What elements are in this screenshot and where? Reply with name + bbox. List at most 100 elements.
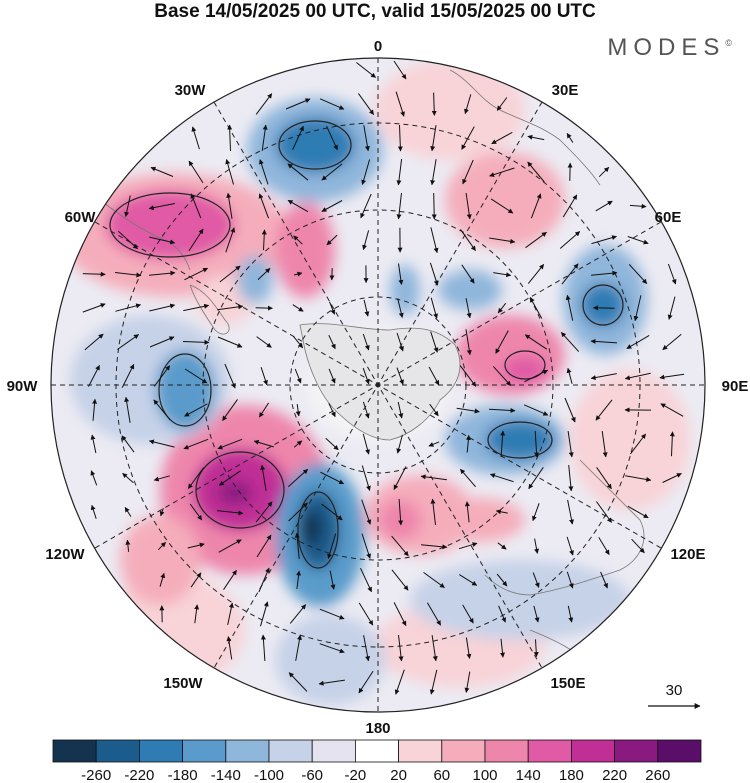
wind-arrow [360, 567, 372, 593]
wind-vectors [82, 60, 685, 695]
negative-anomaly [390, 265, 420, 315]
wind-arrow [260, 634, 266, 662]
wind-arrow [465, 298, 472, 319]
wind-arrow [590, 338, 618, 344]
negative-anomaly [410, 560, 630, 640]
wind-arrow [184, 403, 208, 417]
wind-arrow [261, 124, 268, 151]
wind-arrow [260, 464, 267, 491]
wind-arrow [226, 636, 233, 660]
wind-arrow [530, 193, 542, 219]
wind-arrow [598, 166, 610, 178]
wind-arrow [294, 368, 302, 384]
wind-arrow [421, 544, 448, 550]
wind-arrow [285, 98, 311, 110]
wind-arrow [255, 93, 273, 115]
colorbar-tick-label: 140 [516, 767, 541, 783]
wind-arrow [430, 498, 436, 525]
wind-arrow [490, 198, 514, 214]
wind-arrow [148, 439, 175, 448]
positive-anomaly-core [378, 500, 422, 540]
wind-arrow [321, 163, 343, 181]
lon-label-120e: 120E [670, 546, 705, 563]
wind-arrow [397, 124, 403, 152]
wind-arrow [396, 434, 403, 454]
colorbar-swatch [225, 739, 270, 763]
wind-arrow [430, 125, 437, 152]
wind-arrow [356, 62, 376, 78]
wind-arrow [227, 602, 234, 626]
wind-arrow [188, 228, 204, 252]
wind-arrow [397, 401, 404, 419]
wind-arrow [659, 373, 685, 380]
colorbar-tick-label: 260 [645, 767, 670, 783]
wind-arrow [287, 468, 309, 488]
colorbar-tick-label: -60 [301, 767, 323, 783]
wind-arrow [159, 507, 165, 517]
wind-arrow [292, 335, 304, 349]
wind-arrow [117, 334, 140, 350]
wind-arrow [430, 159, 437, 186]
wind-arrow [82, 303, 106, 313]
wind-arrow [529, 297, 543, 319]
wind-arrow [631, 538, 645, 554]
wind-arrow [219, 265, 241, 283]
wind-arrow [122, 472, 134, 484]
wind-arrow [598, 537, 610, 556]
wind-arrow [462, 604, 474, 624]
wind-arrow [118, 230, 138, 250]
wind-arrow [82, 271, 106, 277]
wind-arrow [191, 126, 200, 150]
wind-arrow [564, 397, 576, 423]
wind-arrow [560, 332, 580, 352]
wind-arrow [624, 372, 651, 381]
wind-arrow [361, 159, 371, 185]
wind-arrow [464, 671, 471, 693]
wind-arrow [430, 297, 439, 319]
wind-arrow [295, 404, 301, 417]
wind-arrow [493, 272, 512, 278]
wind-arrow [184, 368, 208, 384]
wind-arrow [430, 331, 439, 353]
wind-arrow [430, 227, 439, 254]
wind-arrow [565, 294, 574, 321]
wind-arrow [464, 94, 472, 115]
colorbar-swatch [484, 739, 529, 763]
wind-arrow [255, 501, 273, 523]
wind-arrow [601, 431, 608, 458]
wind-arrow [533, 605, 540, 623]
wind-arrow [190, 572, 202, 588]
lon-label-120w: 120W [45, 546, 85, 563]
wind-arrow [532, 503, 540, 522]
wind-arrow [258, 402, 270, 418]
wind-arrow [325, 437, 339, 451]
wind-arrow [523, 404, 549, 416]
wind-arrow [363, 125, 370, 152]
wind-arrow [393, 466, 407, 490]
wind-arrow [224, 363, 236, 389]
wind-arrow [258, 567, 270, 593]
anomaly-field [51, 58, 705, 712]
wind-arrow [492, 366, 512, 386]
wind-arrow [429, 403, 439, 417]
wind-arrow [420, 474, 447, 481]
wind-arrow [567, 431, 574, 458]
negative-anomaly-core [155, 350, 215, 430]
wind-arrow [261, 229, 267, 251]
wind-arrow [296, 570, 302, 590]
wind-arrow [567, 499, 574, 525]
wind-arrow [462, 159, 474, 185]
colorbar-swatch [398, 739, 443, 763]
wind-arrow [321, 200, 343, 212]
wind-arrow [625, 475, 652, 482]
wind-arrow [662, 473, 682, 483]
wind-arrow [288, 672, 308, 692]
wind-arrow [90, 434, 97, 454]
wind-arrow [428, 441, 440, 447]
wind-arrow [460, 229, 476, 252]
wind-arrow [256, 534, 272, 558]
wind-arrow [319, 608, 345, 620]
wind-arrow [396, 159, 403, 186]
wind-arrow [88, 364, 100, 387]
wind-arrow [125, 539, 131, 552]
